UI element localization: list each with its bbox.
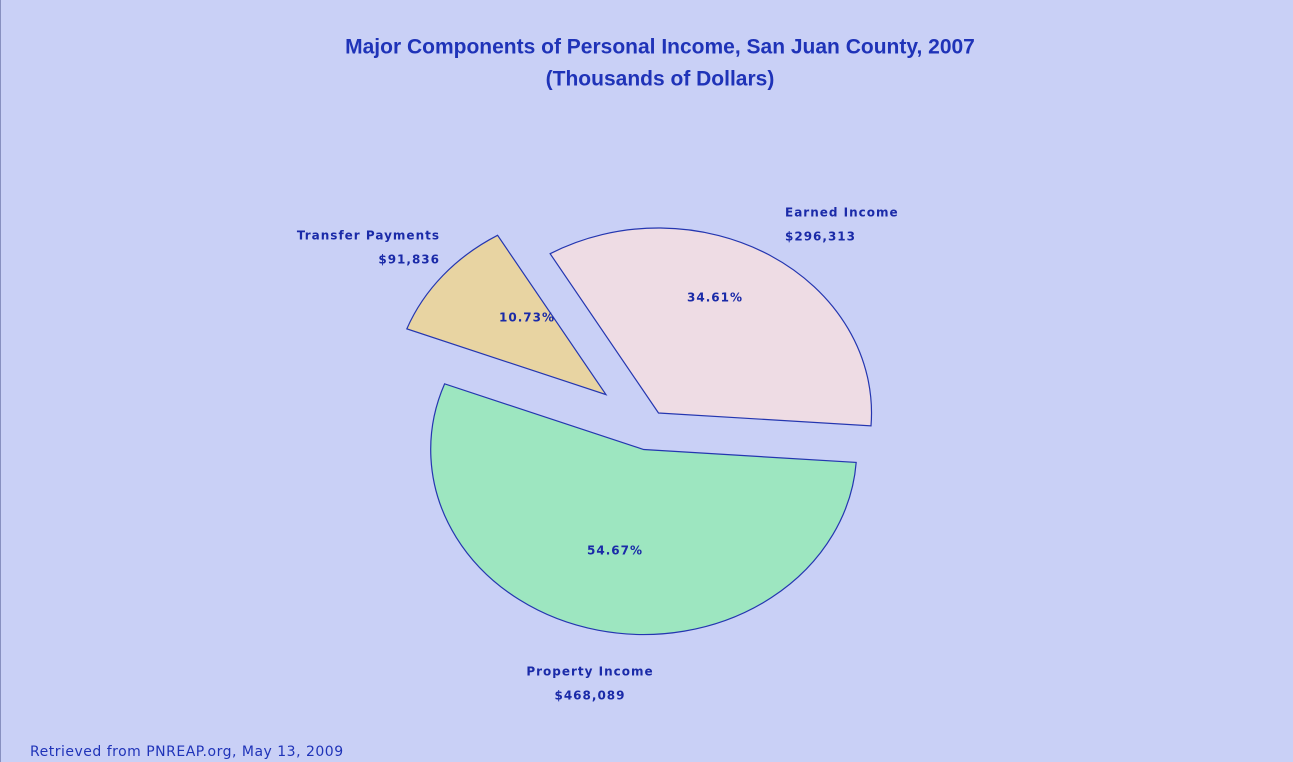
slice-percent: 54.67% [587,544,643,558]
slice-percent: 10.73% [499,311,555,325]
slice-value: $91,836 [378,253,440,267]
slice-name: Transfer Payments [297,229,440,243]
chart-title: Major Components of Personal Income, San… [345,36,975,59]
pie-slice [406,234,608,396]
pie-slice [430,383,857,636]
slice-percent: 34.61% [687,291,743,305]
source-note: Retrieved from PNREAP.org, May 13, 2009 [30,744,344,760]
slice-value: $468,089 [554,689,625,703]
chart-subtitle: (Thousands of Dollars) [546,68,775,91]
pie-slice [549,227,873,427]
slice-name: Earned Income [785,206,899,220]
slice-name: Property Income [526,665,653,679]
slice-value: $296,313 [785,230,856,244]
